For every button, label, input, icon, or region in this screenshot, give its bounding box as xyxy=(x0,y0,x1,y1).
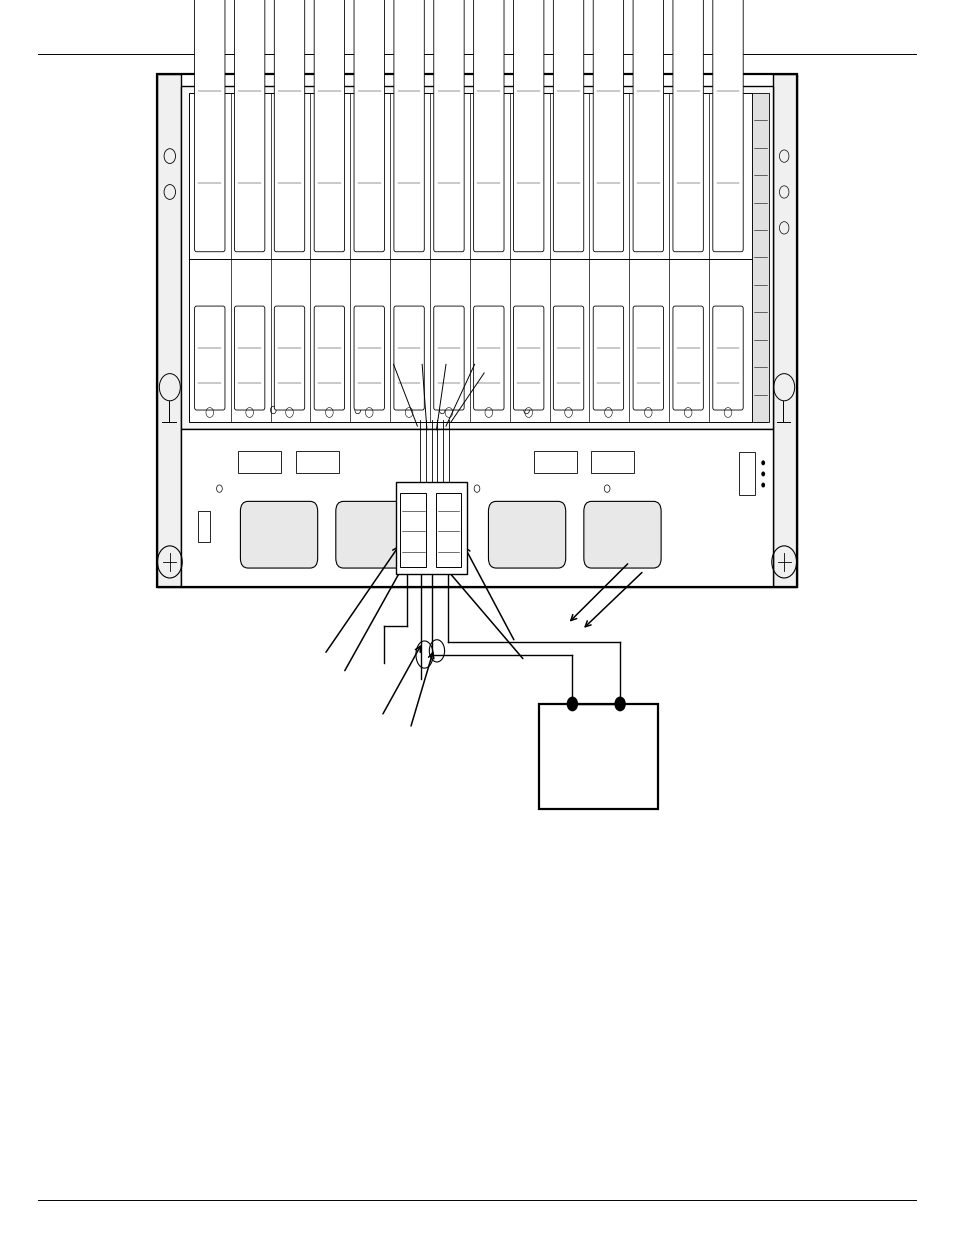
FancyBboxPatch shape xyxy=(672,306,702,410)
FancyBboxPatch shape xyxy=(240,501,317,568)
FancyBboxPatch shape xyxy=(473,306,503,410)
FancyBboxPatch shape xyxy=(234,306,265,410)
FancyBboxPatch shape xyxy=(234,0,265,252)
Bar xyxy=(436,493,460,567)
FancyBboxPatch shape xyxy=(314,0,344,252)
FancyBboxPatch shape xyxy=(194,0,225,252)
FancyBboxPatch shape xyxy=(593,306,623,410)
Circle shape xyxy=(760,472,764,477)
Circle shape xyxy=(760,483,764,488)
FancyBboxPatch shape xyxy=(394,306,424,410)
FancyBboxPatch shape xyxy=(712,0,742,252)
FancyBboxPatch shape xyxy=(513,306,543,410)
FancyBboxPatch shape xyxy=(633,0,662,252)
Bar xyxy=(399,493,426,567)
Circle shape xyxy=(566,697,578,711)
Bar xyxy=(739,452,754,495)
FancyBboxPatch shape xyxy=(434,306,464,410)
Bar xyxy=(534,451,577,473)
Bar xyxy=(157,74,796,587)
FancyBboxPatch shape xyxy=(274,306,304,410)
Bar xyxy=(189,93,751,422)
FancyBboxPatch shape xyxy=(314,306,344,410)
FancyBboxPatch shape xyxy=(335,501,413,568)
FancyBboxPatch shape xyxy=(633,306,662,410)
Bar xyxy=(538,704,658,809)
FancyBboxPatch shape xyxy=(194,306,225,410)
Bar xyxy=(772,74,796,587)
Bar xyxy=(181,429,772,587)
Bar xyxy=(751,93,768,422)
Bar xyxy=(395,482,467,574)
FancyBboxPatch shape xyxy=(553,0,583,252)
FancyBboxPatch shape xyxy=(274,0,304,252)
FancyBboxPatch shape xyxy=(434,0,464,252)
FancyBboxPatch shape xyxy=(583,501,660,568)
FancyBboxPatch shape xyxy=(354,0,384,252)
Bar xyxy=(157,74,181,587)
FancyBboxPatch shape xyxy=(593,0,623,252)
FancyBboxPatch shape xyxy=(513,0,543,252)
FancyBboxPatch shape xyxy=(672,0,702,252)
Bar xyxy=(181,86,772,429)
Bar xyxy=(198,511,210,542)
FancyBboxPatch shape xyxy=(473,0,503,252)
FancyBboxPatch shape xyxy=(712,306,742,410)
FancyBboxPatch shape xyxy=(553,306,583,410)
FancyBboxPatch shape xyxy=(394,0,424,252)
Circle shape xyxy=(614,697,625,711)
Bar xyxy=(238,451,281,473)
Circle shape xyxy=(760,461,764,466)
FancyBboxPatch shape xyxy=(488,501,565,568)
Bar xyxy=(591,451,634,473)
Bar xyxy=(295,451,338,473)
FancyBboxPatch shape xyxy=(354,306,384,410)
